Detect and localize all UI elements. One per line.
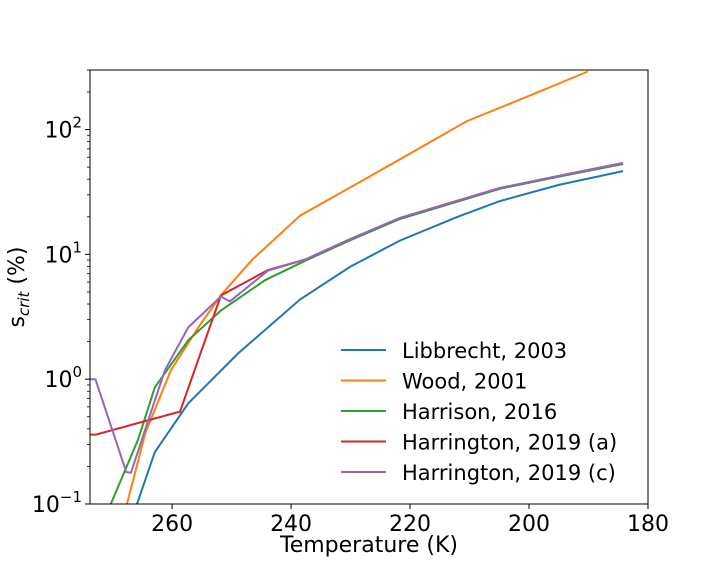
- plot-lines: [90, 70, 624, 504]
- x-axis: 260 240 220 200 180: [151, 504, 669, 537]
- y-tick-label: 10−1: [32, 488, 82, 518]
- x-tick-label: 260: [151, 512, 193, 537]
- x-tick-label: 200: [508, 512, 550, 537]
- legend-label: Harrison, 2016: [402, 400, 557, 424]
- y-tick-label: 102: [44, 114, 82, 144]
- y-tick-label: 101: [44, 238, 82, 268]
- legend: Libbrecht, 2003 Wood, 2001 Harrison, 2016 H…: [341, 339, 617, 485]
- x-tick-label: 240: [270, 512, 312, 537]
- legend-label: Libbrecht, 2003: [402, 339, 567, 363]
- legend-label: Wood, 2001: [402, 370, 527, 394]
- x-axis-label: Temperature (K): [279, 533, 458, 558]
- y-tick-label: 100: [44, 363, 82, 393]
- x-tick-label: 220: [389, 512, 431, 537]
- series-line-2: [125, 70, 589, 504]
- x-tick-label: 180: [627, 512, 669, 537]
- y-axis: 10−1 100 101 102: [32, 69, 90, 518]
- plot-frame: [89, 69, 649, 505]
- series-line-4: [90, 162, 624, 436]
- series-line-1: [136, 170, 624, 504]
- legend-label: Harrington, 2019 (a): [402, 431, 617, 455]
- y-axis-label: scrit (%): [5, 246, 33, 327]
- series-line-5: [90, 162, 624, 474]
- legend-label: Harrington, 2019 (c): [402, 461, 616, 485]
